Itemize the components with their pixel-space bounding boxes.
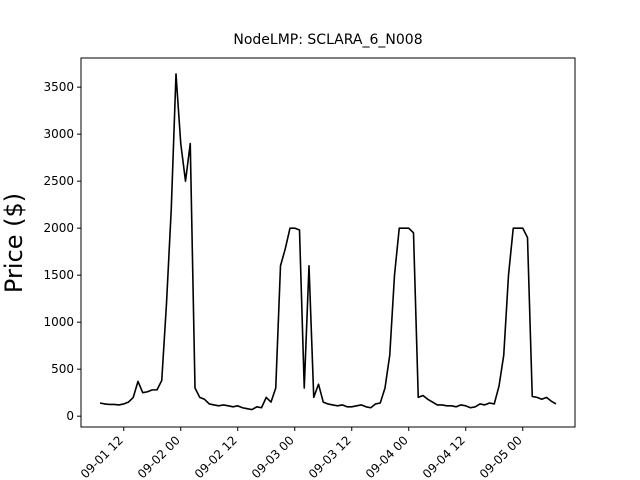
y-tick-label: 1500 [43,268,74,282]
x-tick-label: 09-03 12 [306,433,354,480]
y-tick-label: 2500 [43,174,74,188]
y-tick-label: 3500 [43,80,74,94]
y-tick-label: 0 [66,409,74,423]
y-tick-label: 3000 [43,127,74,141]
x-tick-label: 09-02 12 [192,433,240,480]
line-series [99,73,557,411]
y-tick-label: 1000 [43,315,74,329]
y-axis-label: Price ($) [0,193,28,293]
chart-title: NodeLMP: SCLARA_6_N008 [233,32,422,48]
x-tick-label: 09-04 12 [420,433,468,480]
axes-frame [80,57,576,428]
x-tick-label: 09-04 00 [363,433,411,480]
y-tick-label: 2000 [43,221,74,235]
x-tick-label: 09-03 00 [249,433,297,480]
x-tick-label: 09-02 00 [135,433,183,480]
y-tick-label: 500 [51,362,74,376]
x-tick-label: 09-05 00 [477,433,525,480]
x-tick-label: 09-01 12 [78,433,126,480]
